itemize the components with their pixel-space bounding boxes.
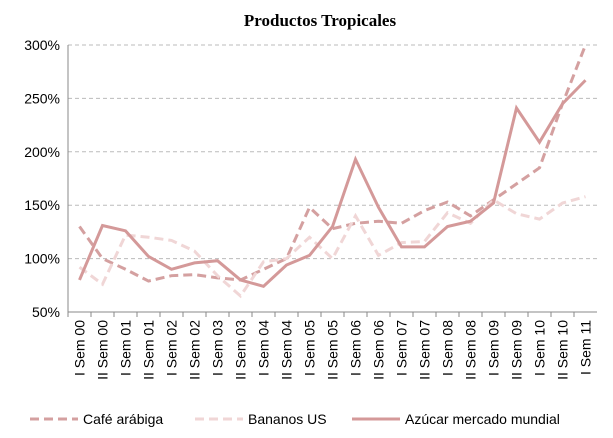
y-tick-label: 200% xyxy=(24,144,60,160)
x-tick-label: I Sem 02 xyxy=(164,320,180,376)
x-tick-label: II Sem 09 xyxy=(509,320,525,380)
x-tick-label: I Sem 00 xyxy=(72,320,88,376)
y-tick-label: 50% xyxy=(32,304,60,320)
y-tick-label: 250% xyxy=(24,90,60,106)
x-tick-label: I Sem 11 xyxy=(578,320,594,375)
y-tick-label: 100% xyxy=(24,251,60,267)
x-tick-label: II Sem 02 xyxy=(187,320,203,380)
x-tick-label: II Sem 04 xyxy=(279,320,295,380)
x-tick-label: II Sem 05 xyxy=(325,320,341,380)
x-tick-label: II Sem 00 xyxy=(95,320,111,380)
legend-label: Bananos US xyxy=(248,411,327,427)
series-line xyxy=(78,79,587,289)
x-tick-label: II Sem 01 xyxy=(141,320,157,380)
x-tick-label: II Sem 06 xyxy=(371,320,387,380)
x-tick-label: I Sem 04 xyxy=(256,320,272,376)
series-line xyxy=(78,44,587,283)
x-tick-label: I Sem 06 xyxy=(348,320,364,376)
x-tick-label: II Sem 07 xyxy=(417,320,433,380)
y-tick-label: 300% xyxy=(24,37,60,53)
chart-title: Productos Tropicales xyxy=(244,11,397,30)
x-tick-label: II Sem 08 xyxy=(463,320,479,380)
x-tick-label: II Sem 10 xyxy=(555,320,571,380)
x-tick-label: I Sem 10 xyxy=(532,320,548,376)
legend-label: Café arábiga xyxy=(83,411,163,427)
x-tick-label: I Sem 05 xyxy=(302,320,318,376)
y-tick-label: 150% xyxy=(24,197,60,213)
x-tick-label: I Sem 07 xyxy=(394,320,410,376)
x-tick-label: II Sem 03 xyxy=(233,320,249,380)
x-tick-label: I Sem 03 xyxy=(210,320,226,376)
x-tick-label: I Sem 01 xyxy=(118,320,134,376)
x-tick-label: I Sem 08 xyxy=(440,320,456,376)
legend-label: Azúcar mercado mundial xyxy=(405,411,560,427)
series-line xyxy=(78,195,586,299)
x-tick-label: I Sem 09 xyxy=(486,320,502,376)
